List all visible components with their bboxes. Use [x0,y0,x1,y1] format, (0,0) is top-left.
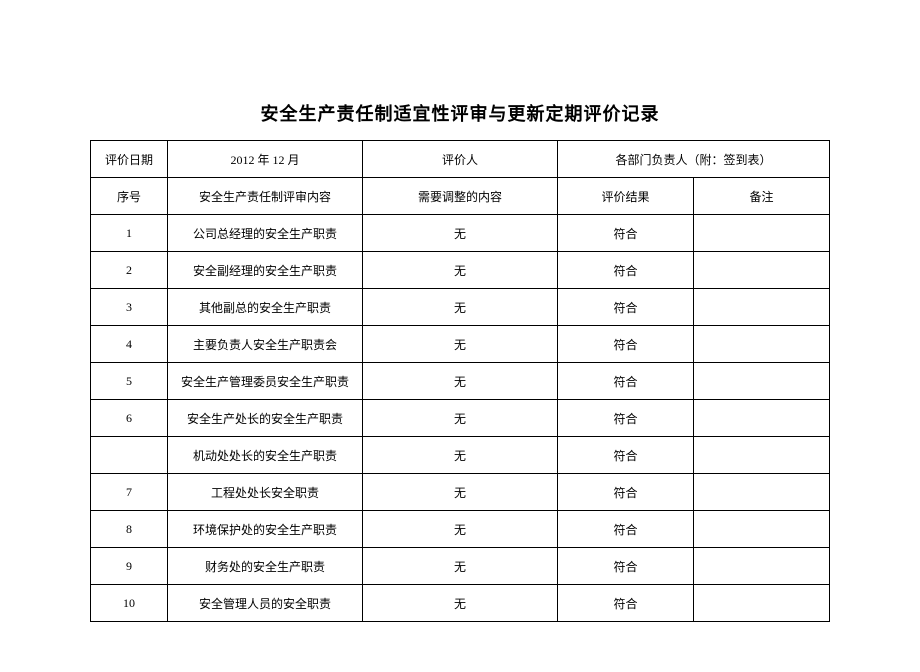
cell-remark [694,511,830,548]
cell-remark [694,289,830,326]
table-row: 1公司总经理的安全生产职责无符合 [91,215,830,252]
cell-result: 符合 [558,326,694,363]
cell-result: 符合 [558,437,694,474]
header-remark: 备注 [694,178,830,215]
cell-adjust: 无 [363,363,558,400]
cell-adjust: 无 [363,511,558,548]
table-row: 4主要负责人安全生产职责会无符合 [91,326,830,363]
cell-remark [694,585,830,622]
table-row: 5安全生产管理委员安全生产职责无符合 [91,363,830,400]
table-row: 8环境保护处的安全生产职责无符合 [91,511,830,548]
cell-content: 安全生产处长的安全生产职责 [168,400,363,437]
table-row: 6安全生产处长的安全生产职责无符合 [91,400,830,437]
evaluation-table: 评价日期 2012 年 12 月 评价人 各部门负责人（附：签到表） 序号 安全… [90,140,830,622]
cell-content: 主要负责人安全生产职责会 [168,326,363,363]
table-row: 机动处处长的安全生产职责无符合 [91,437,830,474]
cell-adjust: 无 [363,215,558,252]
cell-content: 其他副总的安全生产职责 [168,289,363,326]
cell-result: 符合 [558,363,694,400]
cell-content: 工程处处长安全职责 [168,474,363,511]
table-row: 2安全副经理的安全生产职责无符合 [91,252,830,289]
cell-adjust: 无 [363,437,558,474]
cell-adjust: 无 [363,326,558,363]
page-title: 安全生产责任制适宜性评审与更新定期评价记录 [90,100,830,126]
date-value: 2012 年 12 月 [168,141,363,178]
cell-idx: 5 [91,363,168,400]
header-adjust: 需要调整的内容 [363,178,558,215]
cell-idx: 8 [91,511,168,548]
cell-result: 符合 [558,585,694,622]
header-result: 评价结果 [558,178,694,215]
cell-idx: 6 [91,400,168,437]
cell-result: 符合 [558,400,694,437]
cell-result: 符合 [558,215,694,252]
table-row: 7工程处处长安全职责无符合 [91,474,830,511]
page-container: 安全生产责任制适宜性评审与更新定期评价记录 评价日期 2012 年 12 月 评… [0,0,920,672]
cell-remark [694,252,830,289]
cell-result: 符合 [558,511,694,548]
table-row: 10安全管理人员的安全职责无符合 [91,585,830,622]
cell-content: 机动处处长的安全生产职责 [168,437,363,474]
cell-content: 财务处的安全生产职责 [168,548,363,585]
cell-result: 符合 [558,289,694,326]
date-label: 评价日期 [91,141,168,178]
cell-content: 公司总经理的安全生产职责 [168,215,363,252]
cell-remark [694,215,830,252]
cell-remark [694,548,830,585]
cell-content: 安全管理人员的安全职责 [168,585,363,622]
cell-adjust: 无 [363,400,558,437]
cell-adjust: 无 [363,548,558,585]
cell-content: 安全副经理的安全生产职责 [168,252,363,289]
cell-idx: 1 [91,215,168,252]
cell-adjust: 无 [363,585,558,622]
cell-result: 符合 [558,252,694,289]
cell-remark [694,474,830,511]
table-row: 9财务处的安全生产职责无符合 [91,548,830,585]
cell-idx: 4 [91,326,168,363]
cell-result: 符合 [558,548,694,585]
header-idx: 序号 [91,178,168,215]
header-content: 安全生产责任制评审内容 [168,178,363,215]
cell-remark [694,326,830,363]
cell-idx: 7 [91,474,168,511]
cell-idx: 2 [91,252,168,289]
cell-adjust: 无 [363,252,558,289]
header-row: 序号 安全生产责任制评审内容 需要调整的内容 评价结果 备注 [91,178,830,215]
cell-idx [91,437,168,474]
evaluator-value: 各部门负责人（附：签到表） [558,141,830,178]
cell-content: 环境保护处的安全生产职责 [168,511,363,548]
cell-adjust: 无 [363,474,558,511]
evaluator-label: 评价人 [363,141,558,178]
cell-remark [694,437,830,474]
cell-result: 符合 [558,474,694,511]
cell-remark [694,363,830,400]
cell-idx: 10 [91,585,168,622]
meta-row: 评价日期 2012 年 12 月 评价人 各部门负责人（附：签到表） [91,141,830,178]
table-row: 3其他副总的安全生产职责无符合 [91,289,830,326]
cell-idx: 3 [91,289,168,326]
cell-idx: 9 [91,548,168,585]
cell-remark [694,400,830,437]
cell-adjust: 无 [363,289,558,326]
cell-content: 安全生产管理委员安全生产职责 [168,363,363,400]
